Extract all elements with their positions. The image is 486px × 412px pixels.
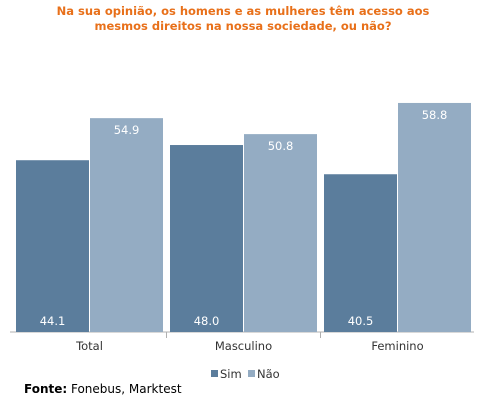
bar-não-masculino — [244, 134, 317, 332]
chart-title-line-2: mesmos direitos na nossa sociedade, ou n… — [94, 19, 392, 33]
x-tick-label-total: Total — [75, 339, 103, 353]
source-note: Fonte: Fonebus, Marktest — [24, 382, 182, 396]
bar-sim-total — [16, 160, 89, 332]
legend-swatch-sim — [211, 370, 218, 377]
data-label-não-masculino: 50.8 — [268, 139, 294, 153]
source-label: Fonte: — [24, 382, 68, 396]
bars-group: 44.1 54.9 48.0 50.8 40.5 58.8 — [16, 102, 471, 333]
bar-sim-masculino — [170, 145, 243, 332]
data-label-sim-masculino: 48.0 — [194, 314, 220, 328]
chart-title: Na sua opinião, os homens e as mulheres … — [0, 4, 486, 34]
x-tick-label-feminino: Feminino — [371, 339, 423, 353]
data-label-não-total: 54.9 — [114, 123, 140, 137]
bar-não-total — [90, 118, 163, 332]
x-tick-group: Total Masculino Feminino — [75, 332, 424, 353]
data-label-não-feminino: 58.8 — [422, 108, 448, 122]
bar-não-feminino — [398, 102, 471, 333]
legend-label-não: Não — [257, 367, 280, 381]
x-tick-label-masculino: Masculino — [215, 339, 272, 353]
data-label-sim-total: 44.1 — [40, 314, 66, 328]
legend-label-sim: Sim — [220, 367, 242, 381]
legend: Sim Não — [211, 367, 280, 381]
data-label-sim-feminino: 40.5 — [348, 314, 374, 328]
legend-swatch-não — [248, 370, 255, 377]
chart-title-line-1: Na sua opinião, os homens e as mulheres … — [56, 4, 430, 18]
source-text: Fonebus, Marktest — [67, 382, 182, 396]
bar-sim-feminino — [324, 174, 397, 332]
